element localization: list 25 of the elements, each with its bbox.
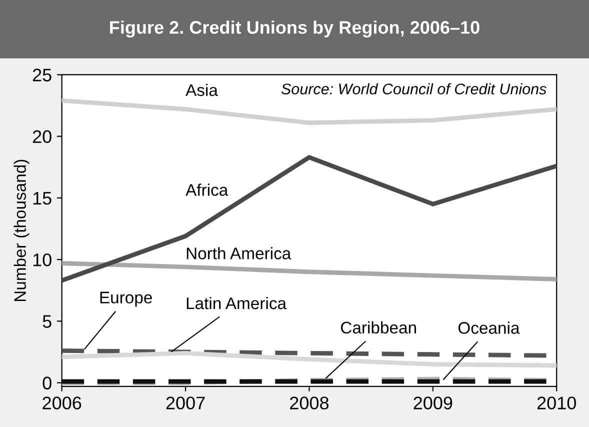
annotation: Source: World Council of Credit Unions — [281, 83, 546, 94]
line-series — [62, 261, 557, 282]
text: Latin America — [186, 296, 287, 310]
y-tick-label: 10 — [33, 253, 52, 266]
x-tick-label: 2006 — [42, 396, 82, 410]
text: Caribbean — [340, 321, 416, 334]
text: Oceania — [458, 322, 520, 334]
x-tick-label: 2010 — [537, 396, 576, 410]
y-tick-label: 15 — [33, 192, 52, 205]
y-tick-label: 5 — [42, 315, 52, 328]
x-tick-label: 2009 — [414, 396, 452, 410]
line-series — [62, 350, 557, 368]
series-label: Africa — [186, 184, 228, 196]
line-series — [62, 155, 557, 283]
series-label: North America — [186, 247, 292, 260]
series-label: Asia — [186, 84, 218, 96]
line-series — [62, 98, 557, 125]
x-tick-label: 2007 — [166, 396, 205, 410]
y-tick-label: 0 — [42, 376, 52, 390]
y-axis-title: Number (thousand) — [14, 160, 30, 301]
chart-title: Figure 2. Credit Unions by Region, 2006–10 — [110, 20, 480, 38]
y-tick-label: 25 — [32, 68, 52, 82]
y-tick-label: 20 — [32, 130, 52, 144]
x-tick-label: 2008 — [290, 396, 329, 410]
text: Europe — [100, 292, 152, 307]
